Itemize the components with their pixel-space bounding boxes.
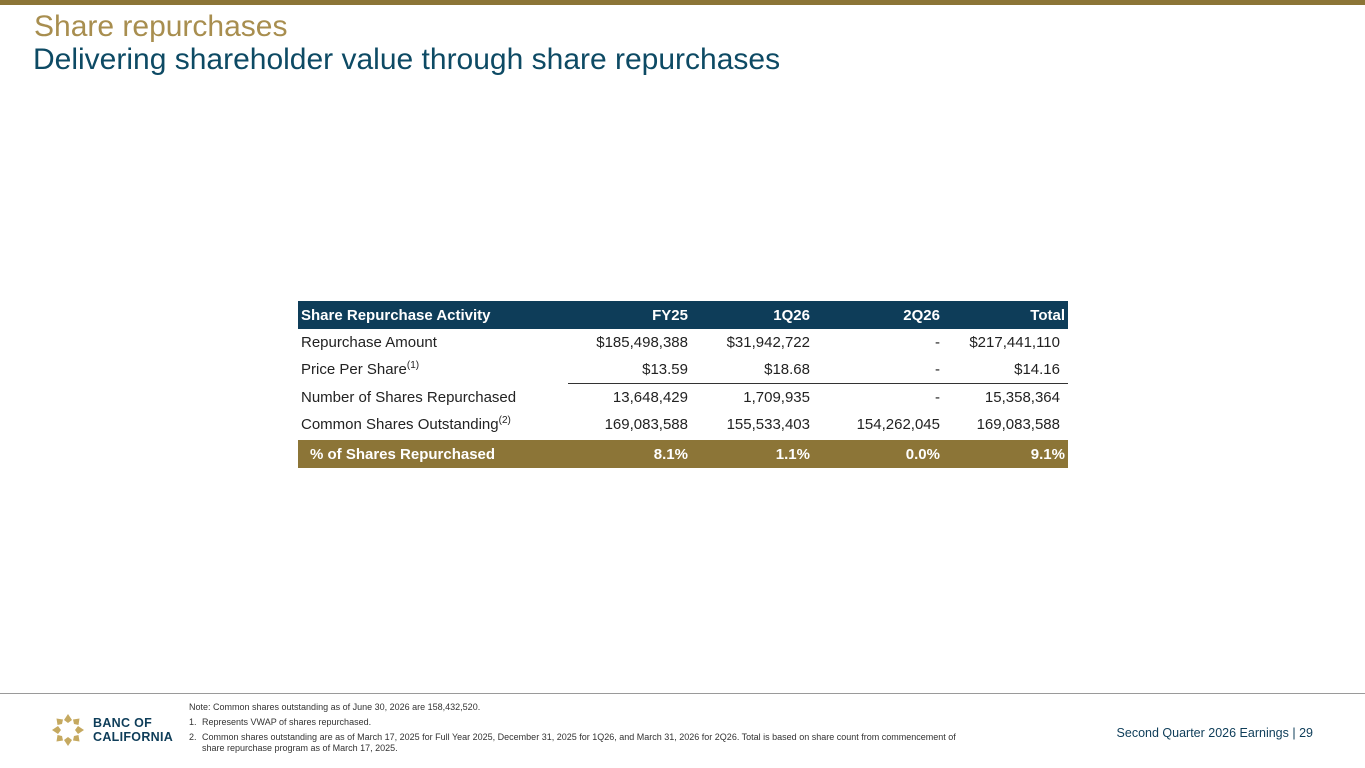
row-label: Common Shares Outstanding(2) bbox=[301, 415, 511, 434]
footer-page-label: Second Quarter 2026 Earnings | 29 bbox=[1117, 726, 1313, 740]
share-repurchase-table: Share Repurchase Activity FY25 1Q26 2Q26… bbox=[298, 301, 1068, 468]
cell-fy25: $13.59 bbox=[642, 361, 688, 378]
page-number: 29 bbox=[1299, 726, 1313, 740]
logo-wordmark: BANC OF CALIFORNIA bbox=[93, 716, 173, 744]
cell-1q26: $18.68 bbox=[764, 361, 810, 378]
cell-total: 169,083,588 bbox=[976, 416, 1060, 433]
row-label: Price Per Share(1) bbox=[301, 360, 420, 379]
cell-1q26: 155,533,403 bbox=[726, 416, 810, 433]
cell-total: $14.16 bbox=[1014, 361, 1060, 378]
table-row-shares-outstanding: Common Shares Outstanding(2) 169,083,588… bbox=[298, 411, 1068, 438]
footnote-number: 1. bbox=[189, 717, 197, 727]
row-label: Number of Shares Repurchased bbox=[301, 389, 517, 406]
cell-1q26: 1,709,935 bbox=[743, 389, 810, 406]
header-fy25: FY25 bbox=[652, 307, 688, 324]
footnote-number: 2. bbox=[189, 732, 197, 742]
footnote-ref-1: (1) bbox=[406, 360, 420, 371]
header-label: Share Repurchase Activity bbox=[301, 307, 491, 324]
total-label: % of Shares Repurchased bbox=[310, 446, 496, 463]
table-header-row: Share Repurchase Activity FY25 1Q26 2Q26… bbox=[298, 301, 1068, 329]
header-1q26: 1Q26 bbox=[773, 307, 810, 324]
slide-subtitle: Delivering shareholder value through sha… bbox=[33, 43, 781, 76]
table-row-shares-repurchased: Number of Shares Repurchased 13,648,429 … bbox=[298, 384, 1068, 411]
footnote-text: Represents VWAP of shares repurchased. bbox=[202, 717, 372, 727]
cell-2q26: - bbox=[935, 334, 940, 351]
cell-2q26: - bbox=[935, 361, 940, 378]
cell-fy25: 169,083,588 bbox=[604, 416, 688, 433]
cell-fy25: 13,648,429 bbox=[612, 389, 688, 406]
table-row-repurchase-amount: Repurchase Amount $185,498,388 $31,942,7… bbox=[298, 329, 1068, 356]
header-total: Total bbox=[1030, 307, 1065, 324]
footer-divider bbox=[0, 693, 1365, 694]
footnote-text: Common shares outstanding are as of Marc… bbox=[202, 732, 956, 753]
footer-note: Note: Common shares outstanding as of Ju… bbox=[189, 702, 481, 712]
total-2q26: 0.0% bbox=[905, 446, 940, 463]
cell-1q26: $31,942,722 bbox=[726, 334, 810, 351]
footnote-ref-2: (2) bbox=[498, 415, 511, 426]
total-fy25: 8.1% bbox=[653, 446, 688, 463]
header-2q26: 2Q26 bbox=[903, 307, 940, 324]
banc-of-california-logo-icon bbox=[52, 714, 84, 746]
cell-total: $217,441,110 bbox=[969, 334, 1060, 351]
cell-2q26: 154,262,045 bbox=[856, 416, 940, 433]
cell-fy25: $185,498,388 bbox=[596, 334, 688, 351]
cell-2q26: - bbox=[935, 389, 940, 406]
row-label: Repurchase Amount bbox=[301, 334, 437, 351]
logo-line-1: BANC OF bbox=[93, 716, 153, 730]
table-total-row: % of Shares Repurchased 8.1% 1.1% 0.0% 9… bbox=[298, 440, 1068, 468]
footer-report-label: Second Quarter 2026 Earnings | bbox=[1116, 726, 1296, 740]
table-row-price-per-share: Price Per Share(1) $13.59 $18.68 - $14.1… bbox=[298, 356, 1068, 384]
total-total: 9.1% bbox=[1030, 446, 1065, 463]
cell-total: 15,358,364 bbox=[984, 389, 1060, 406]
logo-line-2: CALIFORNIA bbox=[93, 730, 174, 744]
slide-title: Share repurchases bbox=[34, 10, 288, 43]
top-accent-bar bbox=[0, 0, 1365, 5]
total-1q26: 1.1% bbox=[775, 446, 810, 463]
